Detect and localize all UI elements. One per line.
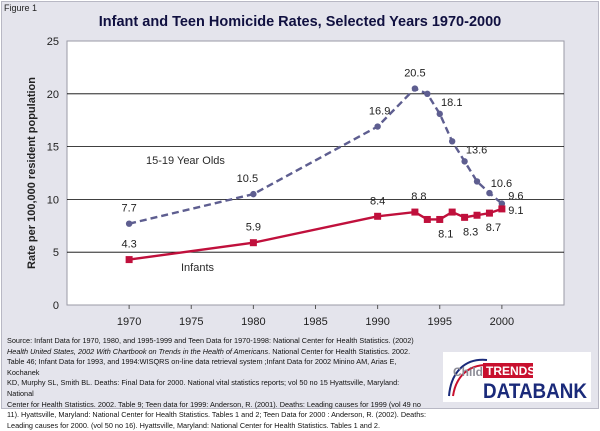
data-label: 13.6: [466, 144, 487, 156]
data-point: [250, 190, 257, 198]
data-point: [411, 208, 419, 216]
y-tick-label: 0: [53, 300, 59, 312]
data-point: [448, 208, 456, 216]
data-label: 8.3: [463, 226, 478, 238]
data-point: [424, 90, 431, 98]
data-label: 8.4: [370, 195, 385, 207]
data-point: [498, 205, 506, 213]
data-label: 10.6: [491, 178, 512, 190]
x-tick-label: 1980: [241, 316, 265, 328]
y-tick-label: 10: [47, 194, 59, 206]
x-tick-label: 1975: [179, 316, 203, 328]
figure-label: Figure 1: [4, 3, 38, 13]
data-label: 8.7: [486, 222, 501, 234]
child-trends-databank-logo: Child TRENDS DATABANK: [443, 352, 591, 402]
source-line: KD, Murphy SL, Smith BL. Deaths: Final D…: [7, 378, 400, 398]
source-line: Source: Infant Data for 1970, 1980, and …: [7, 336, 414, 345]
series-label-infants: Infants: [181, 262, 215, 274]
data-point: [436, 110, 443, 118]
source-italic-title: Health United States, 2002 With Chartboo…: [7, 346, 269, 356]
x-tick-label: 1970: [117, 316, 141, 328]
data-label: 7.7: [121, 203, 136, 215]
data-label: 16.9: [369, 106, 390, 118]
data-point: [125, 220, 133, 227]
data-point: [249, 239, 257, 247]
data-point: [473, 211, 481, 219]
data-point: [461, 158, 468, 165]
chart-title: Infant and Teen Homicide Rates, Selected…: [98, 14, 502, 30]
x-tick-label: 1985: [303, 316, 327, 328]
x-tick-label: 1995: [428, 316, 452, 328]
source-line: Health United States, 2002 With Chartboo…: [7, 347, 427, 358]
source-line-rest: . National Center for Health Statistics.…: [268, 346, 411, 356]
data-label: 20.5: [404, 68, 425, 80]
x-tick-label: 2000: [490, 316, 514, 328]
source-line: Center for Health Statistics. 2002. Tabl…: [7, 399, 421, 409]
data-label: 10.5: [237, 173, 258, 185]
data-point: [485, 209, 493, 217]
chart: 0 5 10 15 20 25 1970 1975 1980 1985 1990 1995 2000 7…: [26, 36, 565, 328]
data-point: [448, 138, 456, 145]
data-point: [423, 215, 431, 223]
data-label: 9.6: [508, 191, 523, 203]
plot-area: [66, 40, 565, 306]
data-point: [461, 213, 469, 221]
source-note: Source: Infant Data for 1970, 1980, and …: [7, 336, 427, 431]
data-label: 5.9: [246, 222, 261, 234]
source-line: Table 46; Infant Data for 1993, and 1994…: [7, 357, 397, 377]
data-point: [486, 189, 493, 197]
series-layer: [125, 85, 506, 264]
data-label: 9.1: [508, 205, 523, 217]
data-point: [473, 178, 481, 185]
data-point: [411, 85, 419, 92]
data-label: 8.8: [411, 191, 426, 203]
logo-trends: TRENDS: [486, 364, 535, 378]
data-point: [436, 215, 444, 223]
data-point: [498, 200, 506, 207]
source-line: Leading causes for 2000. (vol 50 no 16).…: [7, 420, 381, 430]
data-label: 8.1: [438, 228, 453, 240]
logo-child: Child: [453, 365, 483, 379]
series-line-0: [128, 87, 503, 225]
y-tick-label: 25: [47, 36, 59, 48]
y-tick-label: 5: [53, 247, 59, 259]
data-point: [125, 256, 133, 264]
logo-databank: DATABANK: [483, 380, 587, 402]
x-tick-label: 1990: [365, 316, 389, 328]
grid-lines: [67, 93, 564, 253]
data-point: [374, 212, 382, 220]
data-label: 18.1: [441, 97, 462, 109]
data-point: [374, 123, 381, 130]
data-label: 4.3: [121, 239, 136, 251]
y-tick-label: 15: [47, 142, 59, 154]
label-layer: 7.7 10.5 16.9 20.5 18.1 13.6 10.69.6 4.3 5.9 8.4 8…: [121, 68, 523, 251]
series-label-teens: 15-19 Year Olds: [146, 155, 225, 167]
axes: 0 5 10 15 20 25 1970 1975 1980 1985 1990 1995 2000: [47, 36, 514, 328]
y-tick-label: 20: [47, 89, 59, 101]
y-axis-label: Rate per 100,000 resident population: [26, 77, 38, 269]
source-line: 11). Hyattsville, Maryland: National Cen…: [7, 410, 426, 420]
